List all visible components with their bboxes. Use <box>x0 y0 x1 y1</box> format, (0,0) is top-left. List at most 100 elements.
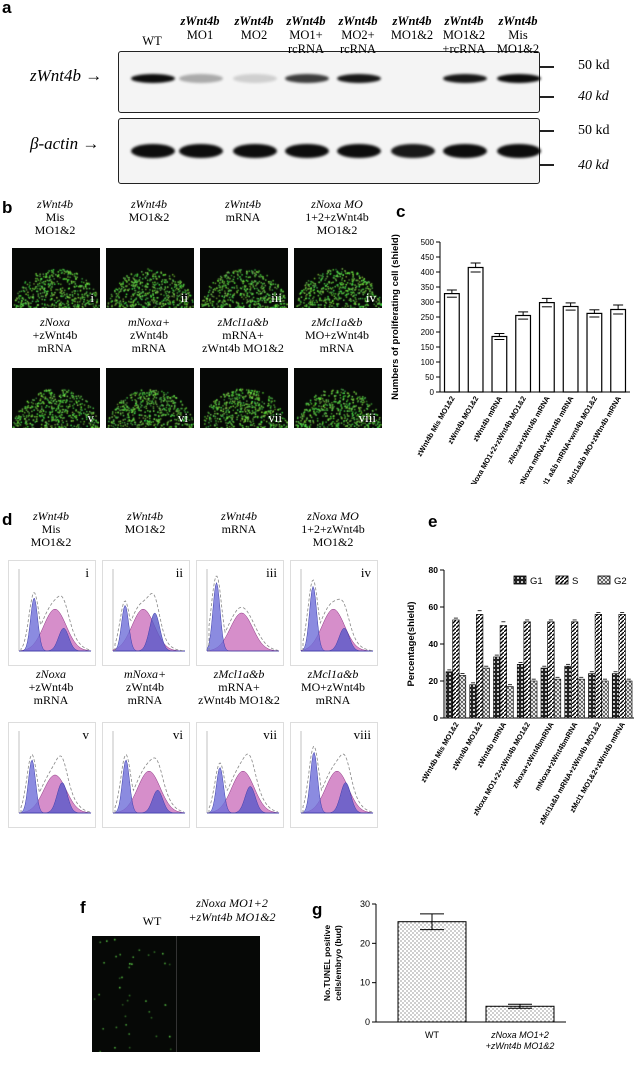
lane-label: zWnt4b Mis MO1&2 <box>487 14 549 56</box>
lane-label-line: zWnt4b <box>286 14 326 28</box>
flow-title: zNoxa +zWnt4b mRNA <box>6 668 96 707</box>
bar <box>499 625 507 719</box>
bar <box>625 680 633 719</box>
lane-label: WT <box>121 14 183 48</box>
y-tick-label: 150 <box>421 343 435 352</box>
flow-histogram: v <box>8 722 96 828</box>
flow-title-line: zWnt4b <box>126 680 164 694</box>
flow-title-line: zMcl1a&b <box>213 667 265 681</box>
y-tick-label: 400 <box>421 268 435 277</box>
bar <box>445 671 453 719</box>
blot-band <box>497 74 541 83</box>
roman-label: vi <box>172 727 183 742</box>
legend-swatch <box>513 575 527 585</box>
embryo-image: i <box>12 248 100 308</box>
lane-label: zWnt4b MO1 <box>169 14 231 42</box>
embryo-fluorescence <box>106 368 194 428</box>
flow-title: zWnt4b MO1&2 <box>100 510 190 536</box>
y-axis-label: No.TUNEL positive <box>322 925 332 1002</box>
blot-band <box>497 144 541 158</box>
roman-label: i <box>85 565 89 580</box>
roman-label: iii <box>266 565 277 580</box>
flow-title-line: zMcl1a&b <box>307 667 359 681</box>
x-tick-label: zWnt4b Mis MO1&2 <box>419 721 461 785</box>
embryo-image: iii <box>200 248 288 308</box>
bar <box>482 667 490 719</box>
y-tick-label: 0 <box>433 713 438 723</box>
histogram-plot <box>206 731 280 814</box>
image-title-line: mRNA <box>131 341 167 355</box>
roman-label: iv <box>365 290 376 305</box>
lane-label-line: rcRNA <box>287 42 325 56</box>
chart-e: 0 20 40 60 80 Percentage(shield) G1 S G2 zWnt4b M… <box>406 565 634 826</box>
bar <box>493 656 501 719</box>
image-title: zMcl1a&b mRNA+ zWnt4b MO1&2 <box>198 316 288 355</box>
y-tick-label: 10 <box>360 978 370 988</box>
panel-label-d: d <box>2 510 13 529</box>
flow-title-line: mRNA <box>33 693 69 707</box>
lane-label-line: zWnt4b <box>392 14 432 28</box>
flow-title-line: MO1&2 <box>30 535 72 549</box>
x-tick-label: +zWnt4b MO1&2 <box>486 1041 555 1051</box>
flow-title-line: mRNA <box>315 693 351 707</box>
g2-fit <box>113 789 185 814</box>
lane-label-line: MO1+ <box>289 28 323 42</box>
image-title: zNoxa MO 1+2+zWnt4b MO1&2 <box>292 198 382 237</box>
bar <box>467 266 484 393</box>
blot-band <box>337 74 381 83</box>
raw-data-outline <box>302 746 373 813</box>
image-title-line: zNoxa <box>40 315 70 329</box>
flow-title: mNoxa+ zWnt4b mRNA <box>100 668 190 707</box>
blot-band <box>443 74 487 83</box>
flow-histogram: viii <box>290 722 378 828</box>
lane-label-line: zWnt4b <box>338 14 378 28</box>
embryo-image: v <box>12 368 100 428</box>
y-axis-label: Numbers of proliferating cell (shield) <box>390 234 401 400</box>
embryo-image: iv <box>294 248 382 308</box>
lane-label-line: Mis <box>508 28 528 42</box>
y-tick-label: 20 <box>360 938 370 948</box>
embryo-image: vi <box>106 368 194 428</box>
image-title-line: +zWnt4b <box>32 328 78 342</box>
raw-data-outline <box>208 753 279 813</box>
bar <box>530 680 538 719</box>
image-title-line: mRNA+ <box>222 328 264 342</box>
lane-label-line: +rcRNA <box>442 42 486 56</box>
image-title-line: MO1&2 <box>128 210 170 224</box>
histogram-plot <box>300 569 374 652</box>
legend-label: S <box>572 576 578 587</box>
lane-label-line: zWnt4b <box>498 14 538 28</box>
roman-label: ii <box>180 290 188 305</box>
y-tick-label: 30 <box>360 899 370 909</box>
x-tick-label: zNoxa+zWnt4b mRNA <box>505 394 552 466</box>
image-title-line: mRNA <box>225 210 261 224</box>
bar <box>491 335 508 393</box>
flow-histogram: vii <box>196 722 284 828</box>
bar <box>553 678 562 719</box>
image-title-line: zWnt4b <box>37 197 73 211</box>
blot-band <box>233 74 277 83</box>
bar <box>571 621 579 719</box>
bar <box>562 305 579 393</box>
roman-label: viii <box>353 727 371 742</box>
roman-label: v <box>82 727 90 742</box>
flow-histogram: iv <box>290 560 378 666</box>
zwnt4b-blot <box>118 51 541 113</box>
chart-g: 0 10 20 30 No.TUNEL positive cells/embryo (bu… <box>322 899 566 1051</box>
bar <box>506 686 514 719</box>
blot-band <box>179 74 223 83</box>
embryo-image: ii <box>106 248 194 308</box>
blot-band <box>285 74 329 83</box>
image-title-line: zWnt4b <box>225 197 261 211</box>
g2-fit <box>19 782 91 814</box>
image-title-line: MO1&2 <box>34 223 76 237</box>
flow-title-line: mRNA <box>221 522 257 536</box>
histogram-plot <box>206 569 280 652</box>
kd-label: 50 kd <box>578 58 610 73</box>
roman-label: ii <box>175 565 183 580</box>
roman-label: iii <box>271 290 282 305</box>
blot-band <box>443 144 487 158</box>
roman-label: vi <box>177 410 188 425</box>
f-wt-label: WT <box>142 914 162 928</box>
marker-tick <box>540 66 554 68</box>
